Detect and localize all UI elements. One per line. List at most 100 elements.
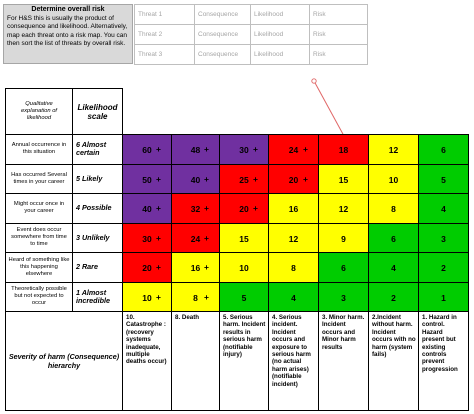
plus-marker: + <box>204 262 209 273</box>
risk-score: 6 <box>441 145 446 156</box>
threat-name-cell: Threat 1 <box>134 4 195 25</box>
threat-name-cell: Threat 3 <box>134 44 195 65</box>
likelihood-level: 6 Almost certain <box>72 134 123 165</box>
risk-cell: 9 <box>318 222 369 253</box>
risk-cell: 12 <box>318 193 369 224</box>
risk-score: 16 <box>190 263 201 274</box>
severity-label: 8. Death <box>175 314 200 321</box>
risk-cell: 48 + <box>171 134 220 165</box>
risk-cell: 5 <box>418 163 469 194</box>
threat-consequence-cell: Consequence <box>194 44 251 65</box>
risk-score: 20 <box>288 174 299 185</box>
risk-score: 60 <box>142 145 152 156</box>
threat-likelihood-cell: Likelihood <box>250 4 310 25</box>
likelihood-description: Heard of something like this happening e… <box>5 252 73 283</box>
risk-score: 12 <box>338 204 349 215</box>
likelihood-level: 2 Rare <box>72 252 123 283</box>
risk-score: 2 <box>441 263 446 274</box>
threat-row: Threat 1 Consequence Likelihood Risk <box>134 4 368 25</box>
risk-cell: 6 <box>318 252 369 283</box>
info-box-title: Determine overall risk <box>31 6 105 13</box>
risk-score: 40 <box>142 204 152 215</box>
risk-score: 48 <box>190 145 201 156</box>
risk-score: 25 <box>239 174 249 185</box>
risk-score: 24 <box>190 233 201 244</box>
risk-cell: 30 + <box>122 222 172 253</box>
risk-score: 5 <box>441 174 446 185</box>
likelihood-scale-header: Likelihood scale <box>72 88 123 135</box>
risk-cell: 10 <box>219 252 269 283</box>
likelihood-level: 5 Likely <box>72 163 123 194</box>
severity-description: Incident results in serious harm (notifi… <box>223 321 266 359</box>
likelihood-row: Event does occur somewhere from time to … <box>5 222 469 253</box>
severity-label: 3. Minor harm. <box>322 314 365 321</box>
risk-cell: 15 <box>219 222 269 253</box>
likelihood-description: Event does occur somewhere from time to … <box>5 222 73 253</box>
plus-marker: + <box>204 203 209 214</box>
severity-label: 5. Serious harm. <box>223 314 253 329</box>
threat-row: Threat 3 Consequence Likelihood Risk <box>134 44 368 65</box>
risk-score: 8 <box>291 263 296 274</box>
plus-marker: + <box>156 262 161 273</box>
likelihood-row: Might occur once in your career 4 Possibl… <box>5 193 469 224</box>
risk-cell: 6 <box>418 134 469 165</box>
severity-cell: 3. Minor harm. Incident occurs and Minor… <box>318 311 369 411</box>
plus-marker: + <box>204 144 209 155</box>
likelihood-row: Heard of something like this happening e… <box>5 252 469 283</box>
risk-matrix: Qualitative explanation of likelihood Li… <box>5 88 469 411</box>
risk-cell: 2 <box>368 281 419 312</box>
severity-description: Hazard present but existing controls pre… <box>422 328 458 373</box>
threat-name-cell: Threat 2 <box>134 24 195 45</box>
risk-cell: 12 <box>368 134 419 165</box>
severity-label: 1. Hazard in control. <box>422 314 457 329</box>
threat-likelihood-cell: Likelihood <box>250 44 310 65</box>
severity-label: 2.Incident without harm. <box>372 314 413 329</box>
risk-score: 3 <box>441 233 446 244</box>
severity-cell: 8. Death <box>171 311 220 411</box>
severity-description: Incident occurs and Minor harm results <box>322 321 356 351</box>
threat-row: Threat 2 Consequence Likelihood Risk <box>134 24 368 45</box>
risk-score: 10 <box>142 292 152 303</box>
risk-score: 4 <box>441 204 446 215</box>
risk-score: 10 <box>239 263 249 274</box>
severity-label: 4. Serious incident. <box>272 314 302 329</box>
likelihood-row: Has occurred Several times in your caree… <box>5 163 469 194</box>
risk-cell: 8 <box>368 193 419 224</box>
risk-cell: 40 + <box>171 163 220 194</box>
plus-marker: + <box>204 291 209 302</box>
risk-score: 32 <box>190 204 201 215</box>
risk-cell: 24 + <box>171 222 220 253</box>
severity-cell: 5. Serious harm. Incident results in ser… <box>219 311 269 411</box>
risk-cell: 15 <box>318 163 369 194</box>
risk-score: 4 <box>291 292 296 303</box>
plus-marker: + <box>204 232 209 243</box>
risk-cell: 20 + <box>268 163 319 194</box>
risk-score: 3 <box>341 292 346 303</box>
likelihood-description: Might occur once in your career <box>5 193 73 224</box>
risk-score: 6 <box>341 263 346 274</box>
risk-score: 4 <box>391 263 396 274</box>
severity-row: Severity of harm (Consequence) hierarchy… <box>5 311 469 411</box>
plus-marker: + <box>204 173 209 184</box>
risk-cell: 50 + <box>122 163 172 194</box>
risk-score: 15 <box>239 233 249 244</box>
plus-marker: + <box>303 144 308 155</box>
risk-score: 12 <box>388 145 399 156</box>
plus-marker: + <box>156 173 161 184</box>
likelihood-level: 1 Almost incredible <box>72 281 123 312</box>
severity-label: 10. Catastrophe <box>126 314 163 329</box>
severity-description: Incident occurs and exposure to serious … <box>272 328 311 388</box>
risk-score: 40 <box>190 174 201 185</box>
risk-score: 16 <box>288 204 299 215</box>
risk-cell: 16 + <box>171 252 220 283</box>
likelihood-description: Has occurred Several times in your caree… <box>5 163 73 194</box>
risk-cell: 60 + <box>122 134 172 165</box>
risk-score: 50 <box>142 174 152 185</box>
risk-score: 6 <box>391 233 396 244</box>
severity-description: : (recovery systems inadequate, multiple… <box>126 321 167 366</box>
risk-cell: 3 <box>318 281 369 312</box>
info-box-text: For H&S this is usually the product of c… <box>7 15 128 47</box>
plus-marker: + <box>156 203 161 214</box>
threat-consequence-cell: Consequence <box>194 24 251 45</box>
likelihood-row: Annual occurrence in this situation 6 Alm… <box>5 134 469 165</box>
